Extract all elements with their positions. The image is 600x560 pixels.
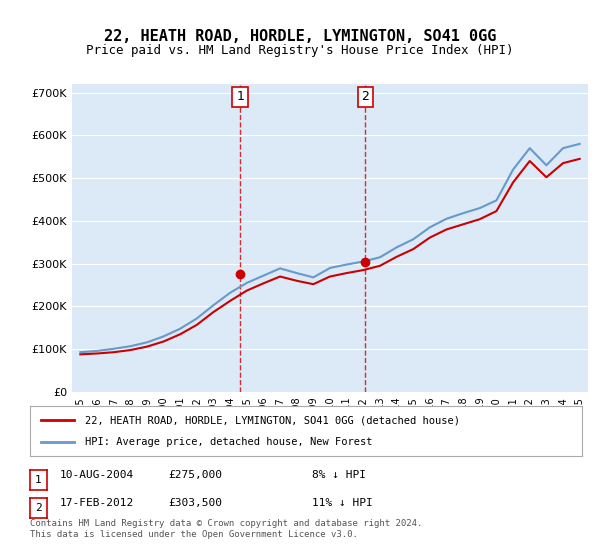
Text: 10-AUG-2004: 10-AUG-2004 [60,470,134,480]
Text: 11% ↓ HPI: 11% ↓ HPI [312,498,373,508]
Text: 2: 2 [35,503,42,513]
Text: 22, HEATH ROAD, HORDLE, LYMINGTON, SO41 0GG: 22, HEATH ROAD, HORDLE, LYMINGTON, SO41 … [104,29,496,44]
Text: Price paid vs. HM Land Registry's House Price Index (HPI): Price paid vs. HM Land Registry's House … [86,44,514,57]
Text: 2: 2 [361,90,369,104]
Text: Contains HM Land Registry data © Crown copyright and database right 2024.
This d: Contains HM Land Registry data © Crown c… [30,520,422,539]
Text: 1: 1 [236,90,244,104]
Text: 1: 1 [35,475,42,485]
Text: 17-FEB-2012: 17-FEB-2012 [60,498,134,508]
Text: HPI: Average price, detached house, New Forest: HPI: Average price, detached house, New … [85,437,373,447]
Text: £303,500: £303,500 [168,498,222,508]
Text: 22, HEATH ROAD, HORDLE, LYMINGTON, SO41 0GG (detached house): 22, HEATH ROAD, HORDLE, LYMINGTON, SO41 … [85,415,460,425]
Text: 8% ↓ HPI: 8% ↓ HPI [312,470,366,480]
Text: £275,000: £275,000 [168,470,222,480]
